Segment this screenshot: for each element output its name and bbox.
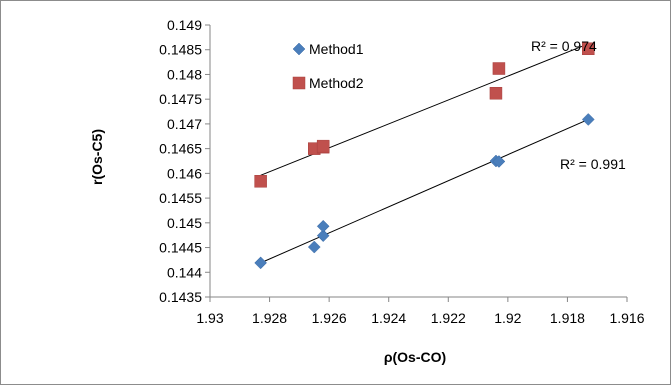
point-method2 bbox=[489, 86, 503, 100]
r2-label-method2: R² = 0.974 bbox=[531, 38, 597, 54]
x-axis-label: ρ(Os-CO) bbox=[384, 349, 446, 365]
point-method1 bbox=[316, 219, 330, 233]
y-tick-label: 0.1485 bbox=[159, 42, 202, 58]
y-tick-label: 0.1475 bbox=[159, 91, 202, 107]
x-tick-label: 1.922 bbox=[431, 310, 466, 326]
legend-label-method2: Method2 bbox=[309, 75, 364, 91]
axes: 0.1435 0.144 0.1445 0.145 0.1455 0.146 0.1465 0… bbox=[159, 17, 645, 326]
x-tick-label: 1.916 bbox=[609, 310, 644, 326]
y-tick-label: 0.148 bbox=[167, 66, 202, 82]
y-tick-label: 0.149 bbox=[167, 17, 202, 33]
x-tick-label: 1.93 bbox=[196, 310, 223, 326]
point-method2 bbox=[254, 175, 267, 188]
y-tick-label: 0.1455 bbox=[159, 190, 202, 206]
legend-marker-method2 bbox=[292, 76, 306, 90]
data-points bbox=[254, 42, 595, 270]
point-method1 bbox=[316, 229, 330, 243]
point-method2 bbox=[316, 139, 330, 153]
x-tick-label: 1.92 bbox=[494, 310, 521, 326]
y-tick-label: 0.1465 bbox=[159, 141, 202, 157]
trendline-method2 bbox=[260, 43, 589, 176]
legend-label-method1: Method1 bbox=[309, 41, 364, 57]
trendline-method1 bbox=[260, 119, 589, 264]
point-method1 bbox=[492, 155, 506, 168]
y-tick-label: 0.1445 bbox=[159, 240, 202, 256]
x-tick-label: 1.928 bbox=[252, 310, 287, 326]
point-method1 bbox=[254, 256, 267, 270]
x-tick-label: 1.918 bbox=[550, 310, 585, 326]
point-method1 bbox=[581, 113, 595, 126]
legend: Method1 Method2 bbox=[292, 41, 364, 91]
y-tick-label: 0.1435 bbox=[159, 289, 202, 305]
x-tick-label: 1.924 bbox=[371, 310, 406, 326]
point-method1 bbox=[307, 240, 321, 254]
y-tick-label: 0.147 bbox=[167, 116, 202, 132]
point-method2 bbox=[492, 62, 506, 75]
y-tick-label: 0.144 bbox=[167, 264, 202, 280]
y-axis-label: r(Os-C5) bbox=[89, 129, 105, 185]
y-tick-label: 0.146 bbox=[167, 165, 202, 181]
legend-marker-method1 bbox=[292, 42, 306, 56]
point-method2 bbox=[582, 42, 595, 55]
annotations: R² = 0.991 R² = 0.974 bbox=[531, 38, 626, 172]
y-tick-label: 0.145 bbox=[167, 215, 202, 231]
r2-label-method1: R² = 0.991 bbox=[560, 156, 626, 172]
x-tick-label: 1.926 bbox=[312, 310, 347, 326]
